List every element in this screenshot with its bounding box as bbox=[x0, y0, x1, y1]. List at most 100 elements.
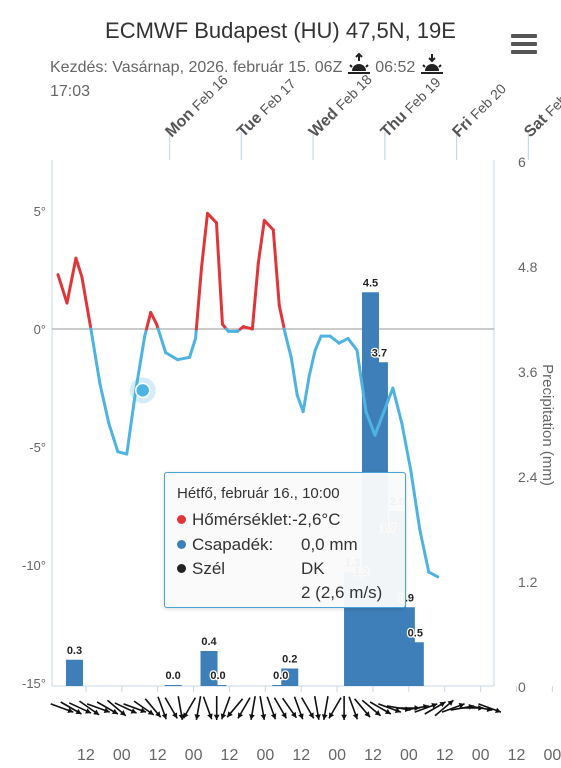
wind-arrow-icon bbox=[424, 701, 446, 715]
temp-line-cold-segment bbox=[313, 334, 323, 352]
temp-line-warm-segment bbox=[200, 211, 209, 270]
precip-dot-icon bbox=[177, 540, 186, 549]
wind-arrow-icon bbox=[164, 697, 178, 719]
temp-line-cold-segment bbox=[418, 528, 431, 574]
tooltip-precip-row: Csapadék: bbox=[177, 535, 273, 555]
wind-arrow-head bbox=[119, 710, 126, 716]
temp-line-cold-segment bbox=[134, 334, 147, 392]
precip-data-label: 3.7 bbox=[372, 347, 387, 359]
temp-line-cold-segment bbox=[194, 327, 198, 340]
temp-line-cold-segment bbox=[176, 355, 192, 362]
wind-arrow-icon bbox=[114, 702, 137, 714]
temp-line-cold-segment bbox=[307, 348, 317, 378]
temp-line-cold-segment bbox=[364, 410, 377, 437]
temp-line-warm-segment bbox=[277, 303, 286, 331]
wind-arrow-head bbox=[270, 713, 277, 720]
temp-line-cold-segment bbox=[98, 381, 111, 425]
wind-arrow-head bbox=[308, 712, 314, 719]
day-label: Thu Feb 19 bbox=[378, 74, 444, 141]
x-hour-label: 12 bbox=[508, 747, 526, 764]
wind-arrow-head bbox=[495, 707, 501, 714]
precip-data-label: 0.0 bbox=[210, 670, 225, 682]
x-hour-label: 00 bbox=[113, 747, 131, 764]
temp-line-cold-segment bbox=[400, 421, 413, 473]
sunrise-icon bbox=[347, 52, 370, 74]
wind-arrow-head bbox=[447, 700, 454, 706]
precip-data-label: 4.5 bbox=[363, 277, 378, 289]
wind-arrow-head bbox=[315, 714, 321, 720]
wind-arrow-icon bbox=[202, 696, 213, 720]
temp-line-warm-segment bbox=[194, 266, 204, 331]
wind-arrow-head bbox=[155, 711, 161, 718]
tooltip-header: Hétfő, február 16., 10:00 bbox=[177, 485, 340, 502]
tooltip-box: Hétfő, február 16., 10:00 Hőmérséklet:-2… bbox=[164, 472, 406, 608]
y-right-tick-label: 6 bbox=[518, 154, 526, 170]
wind-arrow-head bbox=[238, 712, 244, 719]
temp-line-cold-segment bbox=[283, 332, 293, 359]
tooltip-wind-speed: 2 (2,6 m/s) bbox=[301, 583, 383, 602]
temp-line-warm-segment bbox=[56, 273, 69, 305]
sunset-icon bbox=[420, 54, 443, 74]
wind-arrow-head bbox=[329, 712, 335, 719]
precip-data-label: 0.5 bbox=[408, 627, 423, 639]
day-label-text: Sat Feb 21 bbox=[521, 77, 561, 141]
day-date: Feb 18 bbox=[333, 71, 375, 113]
wind-arrow-head bbox=[431, 702, 438, 709]
temp-line-cold-segment bbox=[156, 327, 168, 355]
wind-arrow-icon bbox=[353, 698, 371, 718]
wind-arrow-head bbox=[374, 710, 381, 716]
wind-arrow-icon bbox=[441, 702, 465, 713]
wind-arrow-head bbox=[352, 713, 359, 720]
wind-arrow-head bbox=[298, 713, 304, 720]
temp-line-warm-segment bbox=[149, 310, 159, 326]
day-label: Mon Feb 16 bbox=[162, 71, 231, 140]
temp-line-warm-segment bbox=[256, 218, 266, 265]
x-hour-label: 00 bbox=[256, 747, 274, 764]
wind-arrow-icon bbox=[414, 702, 438, 713]
precip-bar bbox=[65, 659, 83, 686]
day-label-text: Tue Feb 17 bbox=[234, 75, 299, 140]
wind-arrow-head bbox=[341, 714, 347, 720]
temp-line-cold-segment bbox=[301, 374, 311, 414]
wind-arrow-icon bbox=[293, 696, 304, 720]
temp-line-warm-segment bbox=[145, 310, 153, 331]
hamburger-menu-icon[interactable] bbox=[511, 34, 537, 56]
wind-arrow-icon bbox=[378, 703, 402, 714]
wind-arrow-icon bbox=[341, 696, 347, 720]
day-label: Sat Feb 21 bbox=[521, 77, 561, 141]
wind-arrow-head bbox=[220, 713, 227, 720]
wind-arrow-head bbox=[93, 709, 100, 715]
wind-arrow-icon bbox=[266, 696, 277, 720]
highlight-point[interactable] bbox=[134, 382, 151, 399]
wind-arrow-head bbox=[183, 712, 189, 719]
tooltip-temp-value: -2,6°C bbox=[292, 510, 341, 529]
temp-line-cold-segment bbox=[289, 355, 299, 397]
x-hour-label: 00 bbox=[185, 747, 203, 764]
wind-arrow-icon bbox=[157, 696, 168, 720]
precip-data-label: 0.0 bbox=[273, 670, 288, 682]
temp-line-warm-segment bbox=[74, 256, 84, 279]
temp-line-cold-segment bbox=[373, 410, 386, 437]
temp-line-cold-segment bbox=[188, 336, 198, 359]
x-hour-label: 12 bbox=[77, 747, 95, 764]
wind-arrow-head bbox=[207, 713, 213, 720]
y-right-axis-title: Precipitation (mm) bbox=[539, 364, 556, 486]
tooltip-precip-value: 0,0 mm bbox=[301, 535, 358, 554]
day-label-text: Fri Feb 20 bbox=[449, 80, 510, 141]
wind-arrow-head bbox=[178, 714, 185, 720]
precip-data-label: 0.3 bbox=[67, 645, 82, 657]
temp-dot-icon bbox=[177, 515, 186, 524]
wind-arrow-icon bbox=[328, 697, 342, 719]
y-left-tick-label: -10° bbox=[22, 558, 46, 573]
wind-arrow-icon bbox=[313, 696, 321, 720]
temp-line-cold-segment bbox=[346, 336, 359, 352]
x-hour-label: 00 bbox=[472, 747, 490, 764]
precip-data-label: 0.0 bbox=[165, 670, 180, 682]
x-hour-label: 00 bbox=[328, 747, 346, 764]
x-hour-label: 00 bbox=[400, 747, 418, 764]
wind-arrow-head bbox=[161, 713, 168, 720]
y-right-tick-label: 1.2 bbox=[518, 574, 538, 590]
wind-arrow-icon bbox=[249, 696, 256, 720]
